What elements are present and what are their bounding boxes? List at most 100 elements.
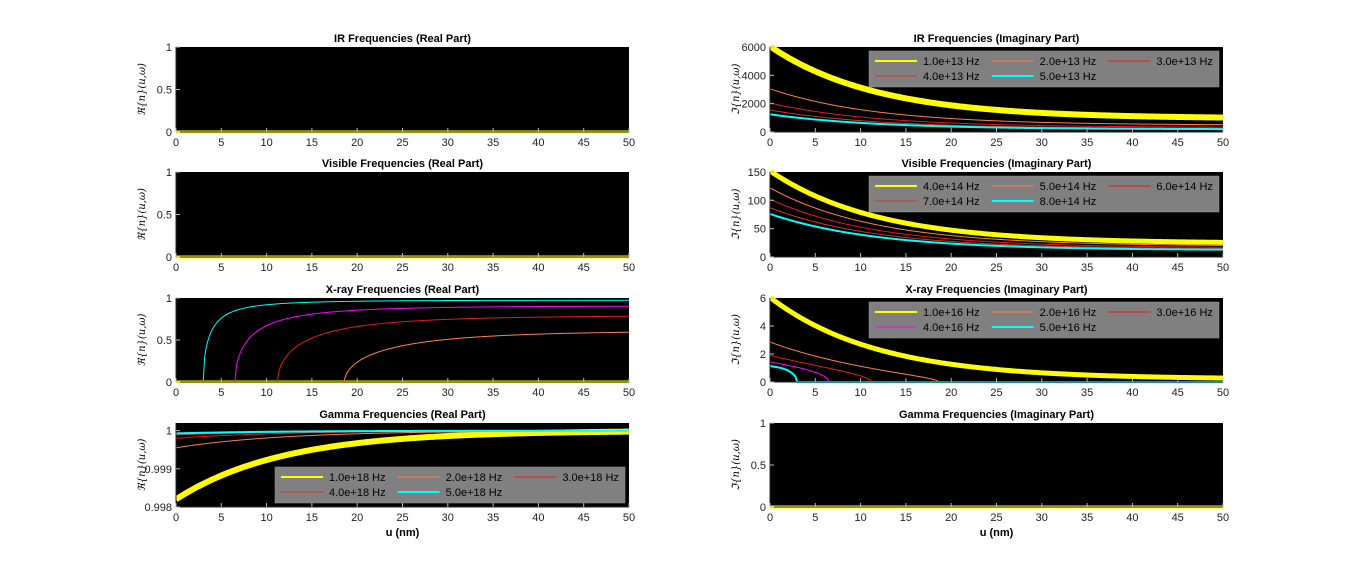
subplot-vis_real: Visible Frequencies (Real Part)0 5 10 15 20 2… bbox=[137, 158, 635, 274]
x-tick-label: 50 bbox=[1217, 137, 1229, 149]
x-tick-label: 5 bbox=[812, 262, 818, 274]
x-tick-label: 20 bbox=[945, 137, 957, 149]
legend-entry-label: 5.0e+16 Hz bbox=[1040, 322, 1097, 334]
series-line-1-0e-13-Hz bbox=[769, 45, 1224, 121]
y-tick-label: 4 bbox=[760, 321, 766, 333]
legend-entry-label: 5.0e+14 Hz bbox=[1040, 181, 1097, 193]
x-tick-label: 35 bbox=[487, 262, 499, 274]
series-line-7-0e-14-Hz bbox=[769, 207, 1224, 249]
y-tick-label: 0 bbox=[760, 502, 766, 514]
y-axis-label: ℜ{n}(u,ω) bbox=[137, 63, 148, 116]
x-tick-label: 15 bbox=[306, 512, 318, 524]
y-tick-label: 1 bbox=[166, 293, 172, 305]
x-tick-label: 20 bbox=[351, 137, 363, 149]
x-tick-label: 40 bbox=[1126, 262, 1138, 274]
y-axis-label: ℜ{n}(u,ω) bbox=[137, 313, 148, 366]
x-tick-label: 35 bbox=[1081, 137, 1093, 149]
y-tick-label: 50 bbox=[754, 224, 766, 236]
legend: 1.0e+13 Hz 2.0e+13 Hz 3.0e+13 Hz 4.0e+13 Hz… bbox=[868, 50, 1220, 88]
series-line-5-0e-14-Hz bbox=[769, 187, 1224, 246]
y-tick-label: 100 bbox=[748, 195, 766, 207]
y-axis-label: ℜ{n}(u,ω) bbox=[137, 438, 148, 491]
series-group bbox=[769, 45, 1224, 131]
y-tick-label: 0.5 bbox=[157, 210, 172, 222]
series-line-5-0e-18-Hz bbox=[175, 429, 629, 435]
x-tick-label: 45 bbox=[578, 387, 590, 399]
x-tick-label: 10 bbox=[854, 387, 866, 399]
x-tick-label: 45 bbox=[578, 262, 590, 274]
x-tick-label: 5 bbox=[812, 512, 818, 524]
x-tick-label: 30 bbox=[442, 512, 454, 524]
plot-area bbox=[176, 172, 629, 257]
y-tick-label: 0.998 bbox=[144, 502, 172, 514]
y-tick-label: 0.999 bbox=[144, 464, 172, 476]
legend-entry-label: 3.0e+16 Hz bbox=[1156, 307, 1213, 319]
y-axis-label: ℜ{n}(u,ω) bbox=[137, 188, 148, 241]
series-line-4-0e-14-Hz bbox=[769, 170, 1224, 245]
y-tick-label: 150 bbox=[748, 167, 766, 179]
x-tick-label: 15 bbox=[900, 512, 912, 524]
y-tick-label: 0.5 bbox=[751, 460, 766, 472]
y-tick-label: 0 bbox=[166, 377, 172, 389]
legend-box bbox=[868, 50, 1220, 88]
x-tick-label: 30 bbox=[1036, 262, 1048, 274]
x-tick-label: 25 bbox=[990, 512, 1002, 524]
plot-area bbox=[770, 423, 1223, 507]
x-tick-label: 0 bbox=[767, 137, 773, 149]
x-tick-label: 45 bbox=[1172, 262, 1184, 274]
series-line-6-0e-14-Hz bbox=[769, 198, 1224, 248]
x-tick-label: 45 bbox=[1172, 387, 1184, 399]
series-group bbox=[769, 170, 1224, 251]
x-tick-label: 35 bbox=[1081, 262, 1093, 274]
legend-entry-label: 1.0e+16 Hz bbox=[923, 307, 980, 319]
x-tick-label: 45 bbox=[578, 512, 590, 524]
x-tick-label: 5 bbox=[218, 512, 224, 524]
x-tick-label: 10 bbox=[260, 512, 272, 524]
legend-box bbox=[274, 466, 626, 504]
y-axis-label: ℑ{n}(u,ω) bbox=[731, 189, 742, 241]
x-tick-label: 50 bbox=[623, 262, 635, 274]
x-tick-label: 35 bbox=[487, 387, 499, 399]
subplot-title: IR Frequencies (Imaginary Part) bbox=[914, 33, 1080, 45]
x-tick-label: 0 bbox=[173, 137, 179, 149]
y-tick-label: 0 bbox=[760, 252, 766, 264]
y-tick-label: 1 bbox=[760, 418, 766, 430]
x-tick-label: 5 bbox=[812, 387, 818, 399]
y-tick-label: 6000 bbox=[742, 42, 766, 54]
x-tick-label: 50 bbox=[623, 512, 635, 524]
legend-entry-label: 4.0e+13 Hz bbox=[923, 71, 980, 83]
series-line-5-0e-13-Hz bbox=[769, 113, 1223, 131]
x-tick-label: 20 bbox=[351, 262, 363, 274]
y-tick-label: 1 bbox=[166, 426, 172, 438]
x-tick-label: 15 bbox=[306, 262, 318, 274]
x-tick-label: 35 bbox=[1081, 387, 1093, 399]
x-tick-label: 25 bbox=[396, 262, 408, 274]
subplot-title: Visible Frequencies (Real Part) bbox=[322, 158, 484, 170]
y-axis-label: ℑ{n}(u,ω) bbox=[731, 64, 742, 116]
y-tick-label: 6 bbox=[760, 293, 766, 305]
x-tick-label: 20 bbox=[945, 387, 957, 399]
y-axis-label: ℑ{n}(u,ω) bbox=[731, 314, 742, 366]
legend-entry-label: 2.0e+16 Hz bbox=[1040, 307, 1097, 319]
x-tick-label: 40 bbox=[532, 262, 544, 274]
legend-entry-label: 8.0e+14 Hz bbox=[1040, 196, 1097, 208]
x-tick-label: 10 bbox=[854, 262, 866, 274]
legend: 1.0e+16 Hz 2.0e+16 Hz 3.0e+16 Hz 4.0e+16 Hz… bbox=[868, 301, 1220, 339]
x-tick-label: 30 bbox=[442, 262, 454, 274]
series-line-5-0e-16-Hz bbox=[176, 299, 629, 383]
y-tick-label: 4000 bbox=[742, 70, 766, 82]
plot-area bbox=[176, 47, 629, 132]
plot-area bbox=[176, 298, 629, 382]
x-tick-label: 5 bbox=[812, 137, 818, 149]
series-line-1-0e-18-Hz bbox=[175, 428, 630, 502]
legend-entry-label: 2.0e+18 Hz bbox=[446, 472, 503, 484]
series-line-8-0e-14-Hz bbox=[769, 212, 1223, 251]
x-tick-label: 25 bbox=[396, 137, 408, 149]
y-tick-label: 0.5 bbox=[157, 335, 172, 347]
subplot-title: Visible Frequencies (Imaginary Part) bbox=[902, 158, 1092, 170]
x-tick-label: 10 bbox=[260, 262, 272, 274]
series-line-3-0e-13-Hz bbox=[769, 102, 1224, 128]
x-tick-label: 50 bbox=[1217, 387, 1229, 399]
legend-entry-label: 1.0e+18 Hz bbox=[329, 472, 386, 484]
subplot-ir_imag: IR Frequencies (Imaginary Part) 0 5 10 15 20 2… bbox=[731, 33, 1229, 149]
